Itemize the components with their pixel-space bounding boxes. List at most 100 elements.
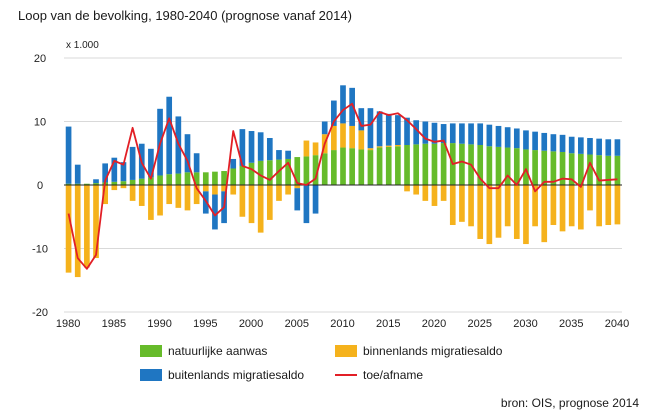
y-tick-label: 20	[34, 53, 46, 65]
bar-natuurlijke-aanwas-2021	[440, 143, 447, 185]
bar-natuurlijke-aanwas-2026	[486, 146, 493, 185]
bar-natuurlijke-aanwas-1982	[84, 183, 90, 185]
legend-label-domestic-migration: binnenlands migratiesaldo	[363, 344, 503, 358]
bar-buitenlands-migratiesaldo-2040	[614, 139, 621, 156]
x-tick-label: 2035	[559, 318, 583, 330]
bar-natuurlijke-aanwas-2014	[376, 147, 383, 185]
bar-natuurlijke-aanwas-1992	[175, 173, 182, 185]
bar-buitenlands-migratiesaldo-1983	[93, 179, 99, 184]
bar-natuurlijke-aanwas-1994	[193, 172, 200, 185]
bar-natuurlijke-aanwas-2038	[596, 155, 602, 185]
bar-binnenlands-migratiesaldo-1994	[193, 185, 200, 205]
bar-natuurlijke-aanwas-1986	[120, 181, 127, 185]
bar-buitenlands-migratiesaldo-2029	[513, 128, 520, 149]
bar-buitenlands-migratiesaldo-1993	[184, 134, 191, 173]
legend-label-natural-growth: natuurlijke aanwas	[168, 344, 268, 358]
x-tick-label: 2025	[468, 318, 492, 330]
bar-natuurlijke-aanwas-1981	[74, 183, 81, 185]
bar-natuurlijke-aanwas-2007	[312, 155, 319, 185]
bar-binnenlands-migratiesaldo-2000	[248, 185, 255, 224]
bar-buitenlands-migratiesaldo-2033	[550, 134, 557, 152]
bar-natuurlijke-aanwas-1996	[212, 171, 218, 185]
bar-binnenlands-migratiesaldo-2027	[495, 185, 502, 238]
bar-buitenlands-migratiesaldo-1996	[212, 194, 218, 230]
bar-binnenlands-migratiesaldo-2024	[468, 185, 474, 227]
bar-buitenlands-migratiesaldo-2034	[559, 134, 566, 152]
x-tick-label: 1990	[147, 318, 171, 330]
bar-natuurlijke-aanwas-1993	[184, 172, 191, 185]
bar-buitenlands-migratiesaldo-1999	[239, 129, 246, 166]
bar-binnenlands-migratiesaldo-1982	[84, 185, 90, 268]
bar-binnenlands-migratiesaldo-2009	[331, 125, 337, 151]
bar-buitenlands-migratiesaldo-2030	[523, 130, 529, 150]
x-tick-label: 2020	[422, 318, 446, 330]
bar-buitenlands-migratiesaldo-2019	[422, 121, 429, 144]
bar-natuurlijke-aanwas-1990	[157, 175, 163, 185]
legend-item-change: toe/afname	[335, 368, 423, 382]
bar-buitenlands-migratiesaldo-1986	[120, 162, 127, 182]
bar-buitenlands-migratiesaldo-2028	[504, 127, 511, 148]
bar-buitenlands-migratiesaldo-2002	[266, 138, 273, 161]
bar-buitenlands-migratiesaldo-2015	[385, 113, 392, 146]
bar-binnenlands-migratiesaldo-2038	[596, 185, 602, 227]
y-tick-label: 0	[37, 180, 43, 192]
bar-buitenlands-migratiesaldo-2012	[358, 108, 365, 131]
bar-natuurlijke-aanwas-1989	[148, 177, 154, 185]
bar-natuurlijke-aanwas-2004	[285, 158, 291, 185]
bar-buitenlands-migratiesaldo-1991	[166, 96, 173, 175]
bar-binnenlands-migratiesaldo-1991	[166, 185, 173, 205]
bar-binnenlands-migratiesaldo-1998	[230, 185, 237, 195]
bar-buitenlands-migratiesaldo-2027	[495, 125, 502, 147]
bar-natuurlijke-aanwas-1985	[111, 181, 118, 185]
bar-buitenlands-migratiesaldo-1981	[74, 164, 81, 184]
bar-binnenlands-migratiesaldo-2030	[523, 185, 529, 245]
bar-binnenlands-migratiesaldo-2039	[605, 185, 612, 226]
bar-natuurlijke-aanwas-2034	[559, 151, 566, 185]
bar-binnenlands-migratiesaldo-2040	[614, 185, 621, 225]
bar-binnenlands-migratiesaldo-2033	[550, 185, 557, 226]
bar-natuurlijke-aanwas-2036	[578, 153, 584, 185]
bar-natuurlijke-aanwas-2009	[331, 150, 337, 185]
bar-binnenlands-migratiesaldo-2019	[422, 185, 429, 201]
x-tick-label: 2040	[605, 318, 629, 330]
bar-binnenlands-migratiesaldo-1984	[102, 185, 108, 205]
bar-natuurlijke-aanwas-2018	[413, 144, 420, 185]
bar-buitenlands-migratiesaldo-2006	[303, 185, 310, 224]
line-layer	[67, 102, 618, 270]
bar-buitenlands-migratiesaldo-2000	[248, 131, 255, 163]
bar-natuurlijke-aanwas-1998	[230, 168, 237, 185]
bar-buitenlands-migratiesaldo-2024	[468, 123, 474, 145]
bar-binnenlands-migratiesaldo-1999	[239, 185, 246, 217]
x-tick-label: 1995	[193, 318, 217, 330]
bar-binnenlands-migratiesaldo-2002	[266, 185, 273, 220]
y-unit-label: x 1.000	[66, 40, 99, 51]
bar-buitenlands-migratiesaldo-2039	[605, 139, 612, 156]
bar-buitenlands-migratiesaldo-2037	[587, 138, 593, 155]
bar-buitenlands-migratiesaldo-2008	[321, 121, 328, 135]
bar-natuurlijke-aanwas-2001	[257, 160, 264, 185]
bar-binnenlands-migratiesaldo-2026	[486, 185, 493, 245]
bar-buitenlands-migratiesaldo-2031	[532, 131, 538, 151]
bar-natuurlijke-aanwas-2019	[422, 143, 429, 185]
bar-buitenlands-migratiesaldo-2017	[404, 117, 410, 145]
bar-buitenlands-migratiesaldo-2022	[449, 123, 456, 144]
bar-buitenlands-migratiesaldo-2013	[367, 108, 374, 149]
bar-binnenlands-migratiesaldo-2014	[376, 146, 383, 148]
bar-binnenlands-migratiesaldo-2005	[294, 185, 301, 189]
bar-natuurlijke-aanwas-1995	[202, 172, 209, 185]
bar-buitenlands-migratiesaldo-2021	[440, 124, 447, 144]
bar-natuurlijke-aanwas-2020	[431, 143, 438, 185]
x-tick-label: 2000	[239, 318, 263, 330]
bar-natuurlijke-aanwas-1980	[65, 183, 72, 185]
bar-natuurlijke-aanwas-2005	[294, 157, 301, 185]
bar-binnenlands-migratiesaldo-2020	[431, 185, 438, 206]
bar-binnenlands-migratiesaldo-1981	[74, 185, 81, 278]
bar-buitenlands-migratiesaldo-1998	[230, 158, 237, 169]
bar-binnenlands-migratiesaldo-2010	[340, 123, 346, 148]
bar-natuurlijke-aanwas-2006	[303, 156, 310, 185]
bar-binnenlands-migratiesaldo-2023	[459, 185, 465, 222]
bar-binnenlands-migratiesaldo-2018	[413, 185, 420, 195]
bar-natuurlijke-aanwas-2016	[395, 146, 401, 185]
bar-natuurlijke-aanwas-2027	[495, 146, 502, 185]
bar-buitenlands-migratiesaldo-1985	[111, 157, 118, 182]
